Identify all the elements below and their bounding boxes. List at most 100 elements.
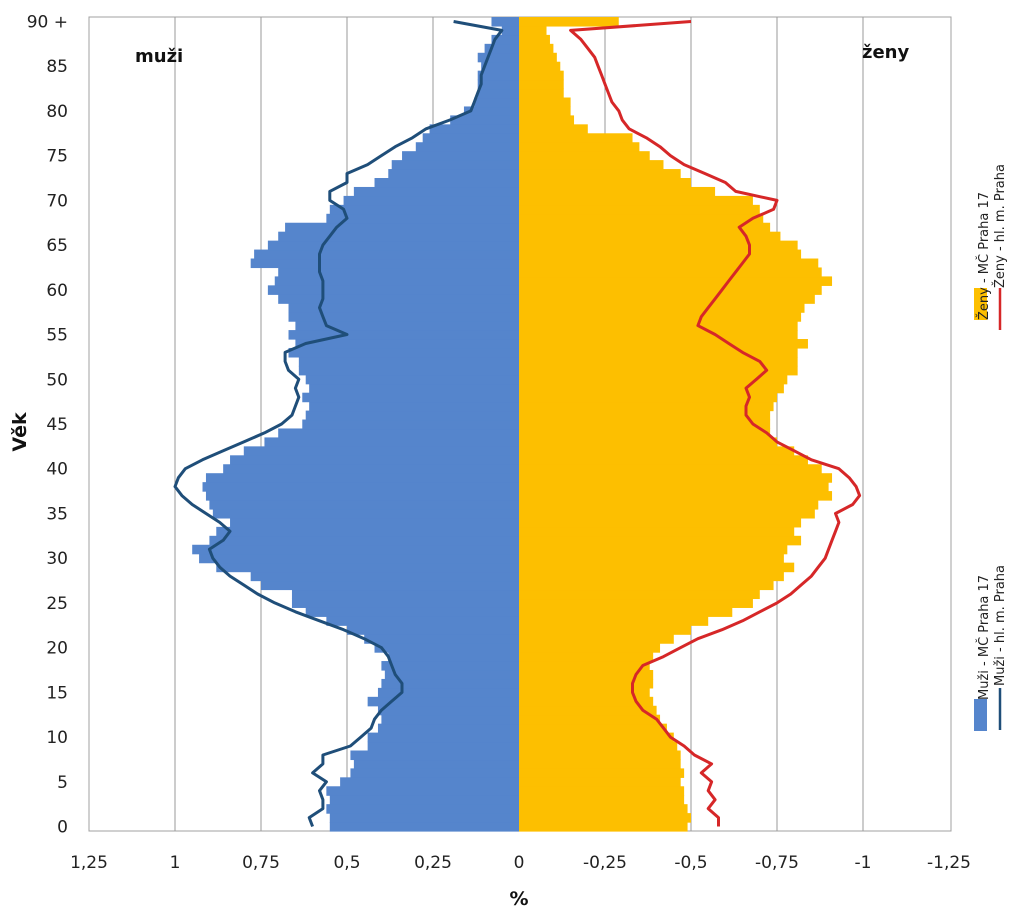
bar-women-age-51	[519, 365, 798, 376]
x-tick-label: 0,75	[242, 853, 280, 873]
bar-men-age-12	[381, 714, 519, 725]
bar-men-age-24	[305, 607, 519, 617]
bar-women-age-37	[519, 491, 833, 501]
bar-men-age-88	[491, 34, 519, 45]
bar-women-age-79	[519, 115, 575, 125]
legend-label-men-prague: Muži - hl. m. Praha	[993, 565, 1008, 686]
bar-men-age-76	[415, 142, 519, 152]
bar-men-age-9	[367, 741, 519, 752]
bar-women-age-87	[519, 43, 554, 54]
bar-women-age-22	[519, 625, 691, 635]
x-tick-label: 0	[514, 853, 525, 873]
y-tick-label: 70	[46, 191, 68, 211]
bar-women-age-8	[519, 750, 681, 761]
bar-men-age-80	[463, 106, 519, 116]
bar-women-age-33	[519, 526, 795, 537]
bar-men-age-51	[298, 365, 519, 376]
bar-women-age-14	[519, 696, 654, 707]
bar-women-age-86	[519, 52, 557, 63]
bar-women-age-26	[519, 589, 760, 600]
bar-women-age-47	[519, 401, 774, 412]
bar-women-age-16	[519, 678, 654, 689]
y-tick-label: 30	[46, 549, 68, 569]
bar-men-age-5	[340, 777, 519, 787]
bar-men-age-61	[274, 276, 519, 286]
bar-men-age-4	[326, 786, 519, 796]
y-tick-label: 15	[46, 683, 68, 703]
legend-label-men-prague17: Muži - MČ Praha 17	[976, 575, 992, 700]
y-tick-label: 60	[46, 281, 68, 301]
bar-men-age-8	[350, 750, 519, 761]
bar-women-age-20	[519, 643, 661, 653]
line-men-prague	[173, 20, 504, 828]
x-tick-label: 0,5	[333, 853, 360, 873]
bar-women-age-43	[519, 437, 777, 447]
y-tick-label: 75	[46, 147, 68, 167]
bar-women-age-1	[519, 813, 691, 823]
bar-men-age-75	[402, 151, 519, 161]
bar-women-age-0	[519, 822, 688, 832]
bar-men-age-78	[429, 124, 519, 134]
y-tick-label: 85	[46, 57, 68, 77]
x-tick-label: 0,25	[414, 853, 452, 873]
bar-men-age-17	[384, 669, 519, 680]
bar-men-age-3	[329, 795, 519, 805]
bar-men-age-84	[477, 70, 519, 81]
bar-women-age-71	[519, 186, 716, 197]
bar-women-age-67	[519, 222, 771, 233]
bar-men-age-48	[302, 392, 519, 403]
bar-men-age-52	[298, 356, 519, 367]
bar-men-age-90	[491, 17, 519, 27]
legend-men: Muži - MČ Praha 17 Muži - hl. m. Praha	[974, 565, 1008, 731]
bar-men-age-30	[199, 553, 519, 564]
bar-women-age-52	[519, 356, 798, 367]
bar-men-age-64	[254, 249, 519, 260]
x-tick-label: -0,75	[755, 853, 799, 873]
bar-men-age-36	[209, 500, 519, 510]
bar-men-age-14	[367, 696, 519, 707]
lines-layer	[173, 20, 862, 828]
ticks-layer: 1,25 1 0,75 0,5 0,25 0 -0,25 -0,5 -0,75 -1 -1,25 0 5…	[27, 12, 971, 873]
bar-women-age-41	[519, 455, 808, 465]
bar-women-age-35	[519, 508, 815, 519]
bar-men-age-89	[501, 25, 519, 36]
bar-men-age-62	[278, 267, 519, 278]
bar-men-age-20	[374, 643, 519, 653]
legend-swatch-men-prague17	[974, 699, 987, 731]
bar-women-age-90	[519, 17, 619, 27]
bar-men-age-57	[288, 312, 519, 322]
bar-men-age-65	[267, 240, 519, 251]
bar-men-age-6	[350, 768, 519, 778]
bar-women-age-82	[519, 88, 564, 99]
bar-women-age-13	[519, 705, 657, 716]
bar-women-age-11	[519, 723, 667, 734]
bar-women-age-58	[519, 303, 805, 313]
bar-women-age-56	[519, 321, 798, 331]
bar-men-age-77	[422, 133, 519, 143]
bar-women-age-29	[519, 562, 795, 573]
bar-women-age-72	[519, 178, 691, 188]
bar-men-age-60	[267, 285, 519, 295]
x-tick-label: -1,25	[927, 853, 971, 873]
bar-women-age-40	[519, 464, 822, 474]
men-label: muži	[135, 46, 183, 67]
bar-men-age-35	[212, 508, 519, 519]
bar-women-age-21	[519, 634, 674, 644]
bar-men-age-41	[230, 455, 520, 465]
bar-men-age-68	[326, 213, 519, 224]
bar-women-age-30	[519, 553, 784, 564]
bar-men-age-59	[278, 294, 519, 304]
bar-men-age-32	[209, 535, 519, 546]
bar-women-age-4	[519, 786, 685, 796]
bar-men-age-27	[261, 580, 519, 591]
bar-women-age-70	[519, 195, 753, 206]
bar-women-age-81	[519, 97, 571, 108]
bar-men-age-72	[374, 178, 519, 188]
bar-men-age-31	[192, 544, 519, 555]
bar-men-age-33	[216, 526, 519, 537]
bars-layer	[192, 17, 833, 832]
bar-men-age-26	[291, 589, 519, 600]
bar-women-age-44	[519, 428, 771, 439]
bar-women-age-64	[519, 249, 802, 260]
